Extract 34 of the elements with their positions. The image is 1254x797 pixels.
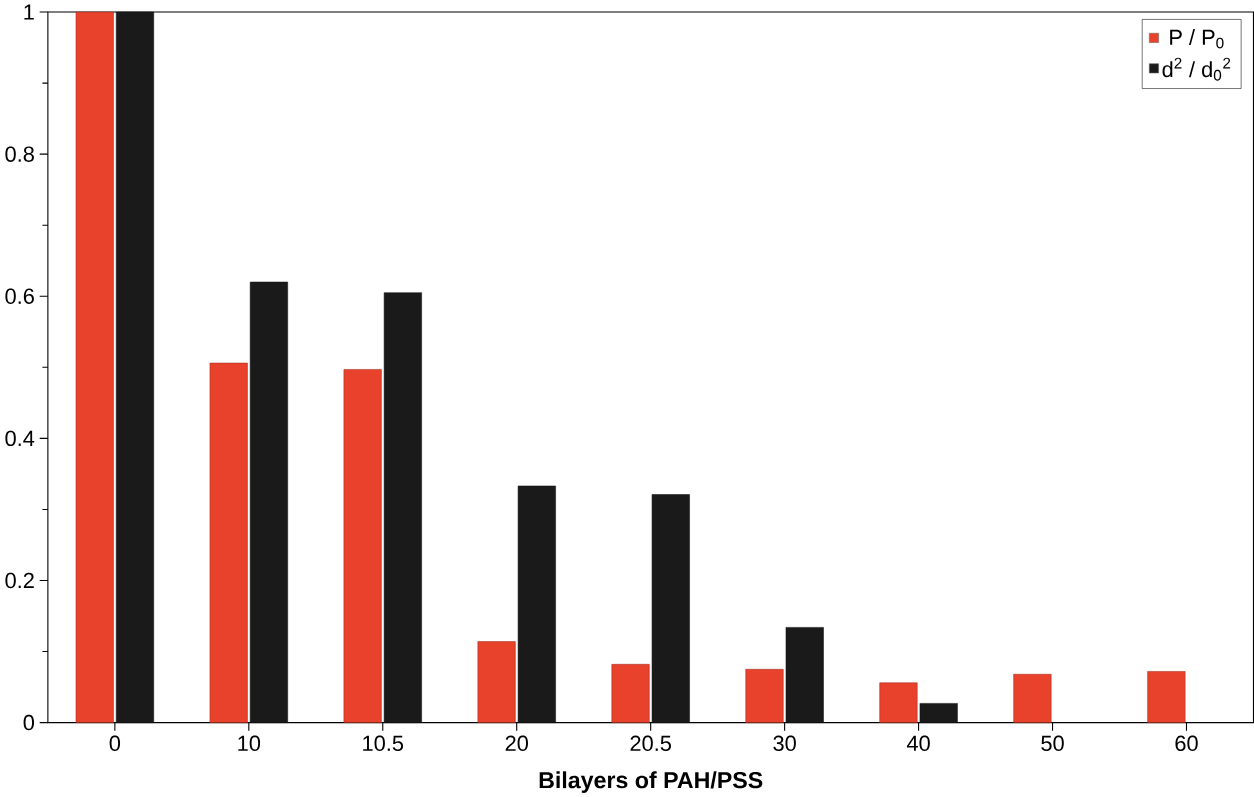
bar	[785, 626, 824, 723]
bar	[1147, 670, 1186, 723]
bar	[919, 702, 958, 723]
x-tick-label: 10	[238, 735, 261, 751]
x-axis-title: Bilayers of PAH/PSS	[539, 771, 763, 793]
x-tick-label: 60	[1175, 735, 1198, 751]
x-tick-label: 10.5	[363, 735, 404, 751]
bar	[611, 663, 650, 723]
bar	[1013, 673, 1052, 723]
x-tick-label: 0	[109, 735, 121, 751]
legend-label: d$^{2}$ / d$_{0}$2	[1162, 57, 1231, 81]
bar	[75, 11, 114, 723]
y-tick-label: 0	[23, 714, 35, 731]
y-tick-label: 0.4	[5, 430, 35, 446]
y-tick-label: 1	[24, 4, 34, 20]
bar	[115, 11, 155, 723]
bar	[209, 362, 248, 723]
bar	[879, 682, 918, 723]
y-tick-label: 0.8	[5, 146, 34, 162]
bar	[517, 485, 556, 723]
bar	[383, 292, 422, 723]
x-tick-label: 40	[906, 735, 930, 751]
bar	[477, 641, 516, 723]
x-tick-label: 50	[1041, 735, 1064, 751]
bar	[343, 368, 382, 723]
y-tick-label: 0.6	[5, 288, 34, 304]
bar	[249, 281, 288, 723]
x-tick-label: 20	[505, 735, 528, 751]
x-tick-label: 20.5	[630, 735, 671, 751]
bar	[745, 668, 784, 723]
x-tick-label: 30	[773, 735, 796, 751]
legend-label: P / P$_{0}$	[1170, 28, 1224, 49]
y-tick-label: 0.2	[5, 572, 34, 588]
bar	[651, 493, 690, 723]
